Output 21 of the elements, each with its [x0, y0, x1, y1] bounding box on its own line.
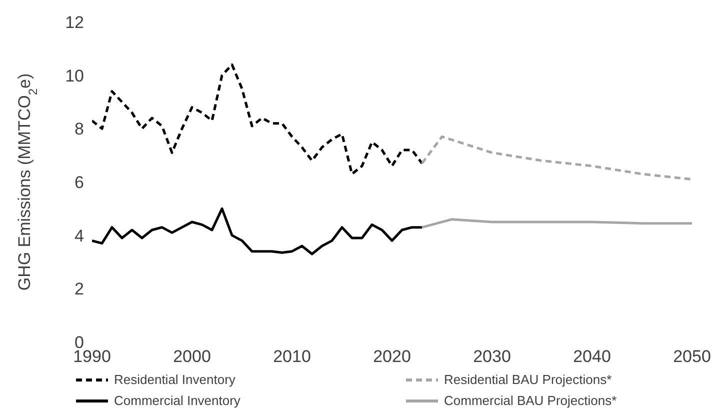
y-tick-label: 10 [65, 66, 84, 86]
legend-label: Commercial BAU Projections* [444, 393, 617, 408]
line-series [92, 207, 424, 256]
x-tick-label: 2030 [473, 347, 511, 366]
x-tick-label: 2010 [273, 347, 311, 366]
legend-label: Residential BAU Projections* [444, 372, 612, 387]
legend-label: Residential Inventory [114, 372, 236, 387]
y-tick-label: 4 [74, 226, 84, 246]
y-tick-label: 8 [74, 120, 84, 139]
x-tick-label: 2050 [673, 347, 711, 366]
y-tick-label: 6 [74, 173, 84, 192]
y-tick-label: 2 [74, 280, 84, 299]
line-series [420, 135, 692, 181]
y-tick-label: 12 [65, 13, 84, 32]
x-tick-label: 2020 [373, 347, 411, 366]
line-series [420, 218, 692, 229]
legend-label: Commercial Inventory [114, 393, 240, 408]
x-tick-label: 1990 [73, 347, 111, 366]
x-tick-label: 2040 [573, 347, 611, 366]
x-tick-label: 2000 [173, 347, 211, 366]
line-series [92, 63, 424, 176]
